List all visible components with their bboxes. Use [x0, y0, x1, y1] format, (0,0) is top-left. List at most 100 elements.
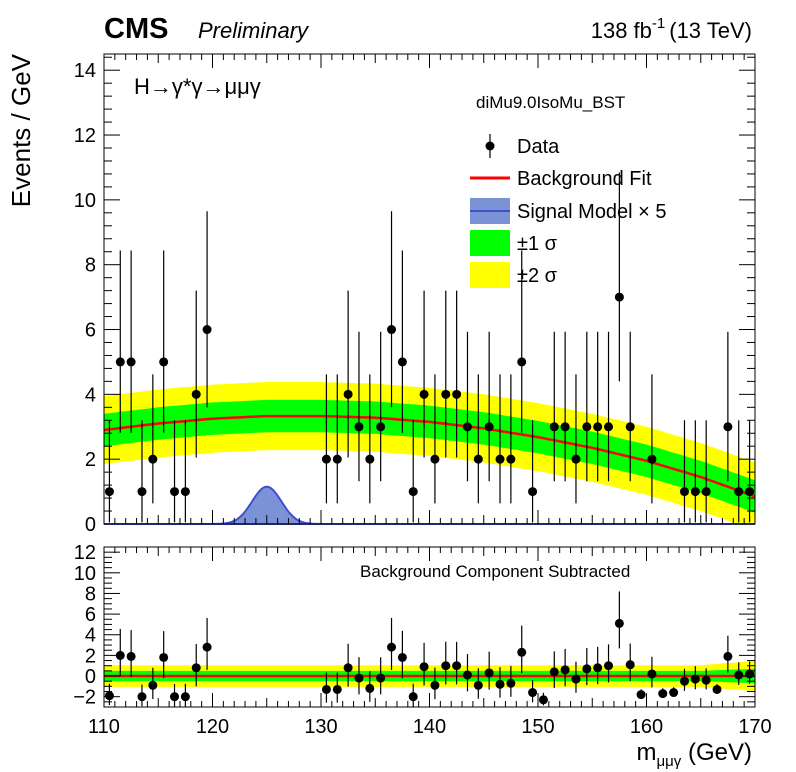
legend-data-label: Data [517, 136, 560, 158]
main-data-marker [614, 292, 624, 302]
main-data-point [365, 374, 375, 504]
main-data-point [343, 290, 353, 458]
residual-data-point [387, 617, 397, 670]
residual-data-marker [321, 684, 331, 694]
main-data-marker [745, 487, 755, 497]
x-axis-title: mμμγ (GeV) [637, 739, 752, 770]
main-data-marker [365, 454, 375, 464]
main-data-marker [397, 357, 407, 367]
main-data-marker [343, 389, 353, 399]
main-data-point [484, 331, 494, 482]
main-data-point [723, 331, 733, 482]
residual-data-marker [669, 688, 679, 698]
residual-data-point [473, 668, 483, 699]
residual-data-point [549, 651, 559, 688]
main-data-marker [408, 487, 418, 497]
main-data-marker [690, 487, 700, 497]
residual-data-marker [734, 670, 744, 680]
main-data-point [549, 331, 559, 482]
main-data-point [690, 420, 700, 523]
residual-data-marker [582, 664, 592, 674]
residual-x-tick-label: 140 [413, 716, 446, 738]
y-axis-title: Events / GeV [6, 53, 36, 207]
legend-entry-signal: Signal Model × 5 [470, 198, 667, 224]
residual-data-marker [614, 618, 624, 628]
main-data-point [180, 420, 190, 523]
residual-data-marker [397, 652, 407, 662]
main-data-point [126, 250, 136, 433]
main-data-point [734, 420, 744, 523]
main-data-marker [473, 454, 483, 464]
main-data-point [528, 420, 538, 523]
residual-data-point [669, 687, 679, 698]
main-data-point [462, 331, 472, 482]
main-data-marker [159, 357, 169, 367]
main-data-point [115, 250, 125, 433]
main-y-tick-label: 12 [74, 125, 96, 147]
residual-data-points [104, 591, 755, 707]
residual-y-tick-label: −2 [73, 687, 96, 709]
main-y-tick-label: 10 [74, 190, 96, 212]
residual-data-point [408, 683, 418, 707]
status-label: Preliminary [198, 18, 310, 43]
main-data-point [679, 420, 689, 523]
residual-data-marker [137, 692, 147, 702]
main-data-point [376, 331, 386, 482]
residual-data-marker [126, 651, 136, 661]
residual-data-marker [636, 690, 646, 700]
main-data-point [593, 331, 603, 482]
residual-data-point [180, 683, 190, 707]
residual-data-marker [115, 650, 125, 660]
residual-data-marker [202, 642, 212, 652]
luminosity-energy: (13 TeV) [669, 18, 752, 43]
residual-data-point [332, 672, 342, 703]
main-data-marker [647, 454, 657, 464]
main-data-marker [126, 357, 136, 367]
main-data-marker [701, 487, 711, 497]
residual-data-marker [191, 663, 201, 673]
residual-data-marker [104, 691, 114, 701]
residual-y-tick-label: 4 [85, 625, 96, 647]
main-data-marker [571, 454, 581, 464]
residual-data-point [148, 667, 158, 700]
legend-background-label: Background Fit [517, 168, 652, 190]
main-data-marker [625, 422, 635, 432]
residual-data-marker [365, 683, 375, 693]
main-data-point [647, 374, 657, 504]
legend-one-sigma-label: ±1 σ [517, 233, 558, 255]
residual-note: Background Component Subtracted [360, 562, 630, 581]
residual-data-point [343, 643, 353, 687]
residual-data-point [658, 688, 668, 699]
main-data-point [625, 331, 635, 482]
residual-data-marker [647, 669, 657, 679]
residual-data-marker [170, 692, 180, 702]
main-data-point [104, 420, 114, 523]
residual-data-marker [180, 692, 190, 702]
residual-data-point [452, 641, 462, 685]
residual-data-marker [332, 684, 342, 694]
residual-data-marker [506, 678, 516, 688]
main-data-point [202, 211, 212, 408]
main-data-marker [419, 389, 429, 399]
legend-entry-data: Data [485, 134, 560, 158]
residual-data-point [419, 642, 429, 686]
main-data-point [441, 290, 451, 458]
category-label: diMu9.0IsoMu_BST [476, 93, 625, 112]
process-label: H→γ*γ→μμγ [134, 74, 261, 99]
main-data-marker [104, 487, 114, 497]
main-data-marker [506, 454, 516, 464]
residual-data-point [712, 684, 722, 694]
main-one-sigma-band [104, 399, 755, 513]
residual-data-point [517, 625, 527, 674]
residual-data-marker [376, 673, 386, 683]
legend-signal-label: Signal Model × 5 [517, 201, 667, 223]
residual-data-marker [560, 665, 570, 675]
residual-data-point [495, 667, 505, 698]
residual-data-point [159, 631, 169, 679]
legend: Data Background Fit Signal Model × 5 ±1 … [470, 134, 667, 288]
legend-data-marker [485, 141, 495, 151]
main-data-marker [679, 487, 689, 497]
residual-data-marker [538, 695, 548, 705]
main-data-marker [170, 487, 180, 497]
